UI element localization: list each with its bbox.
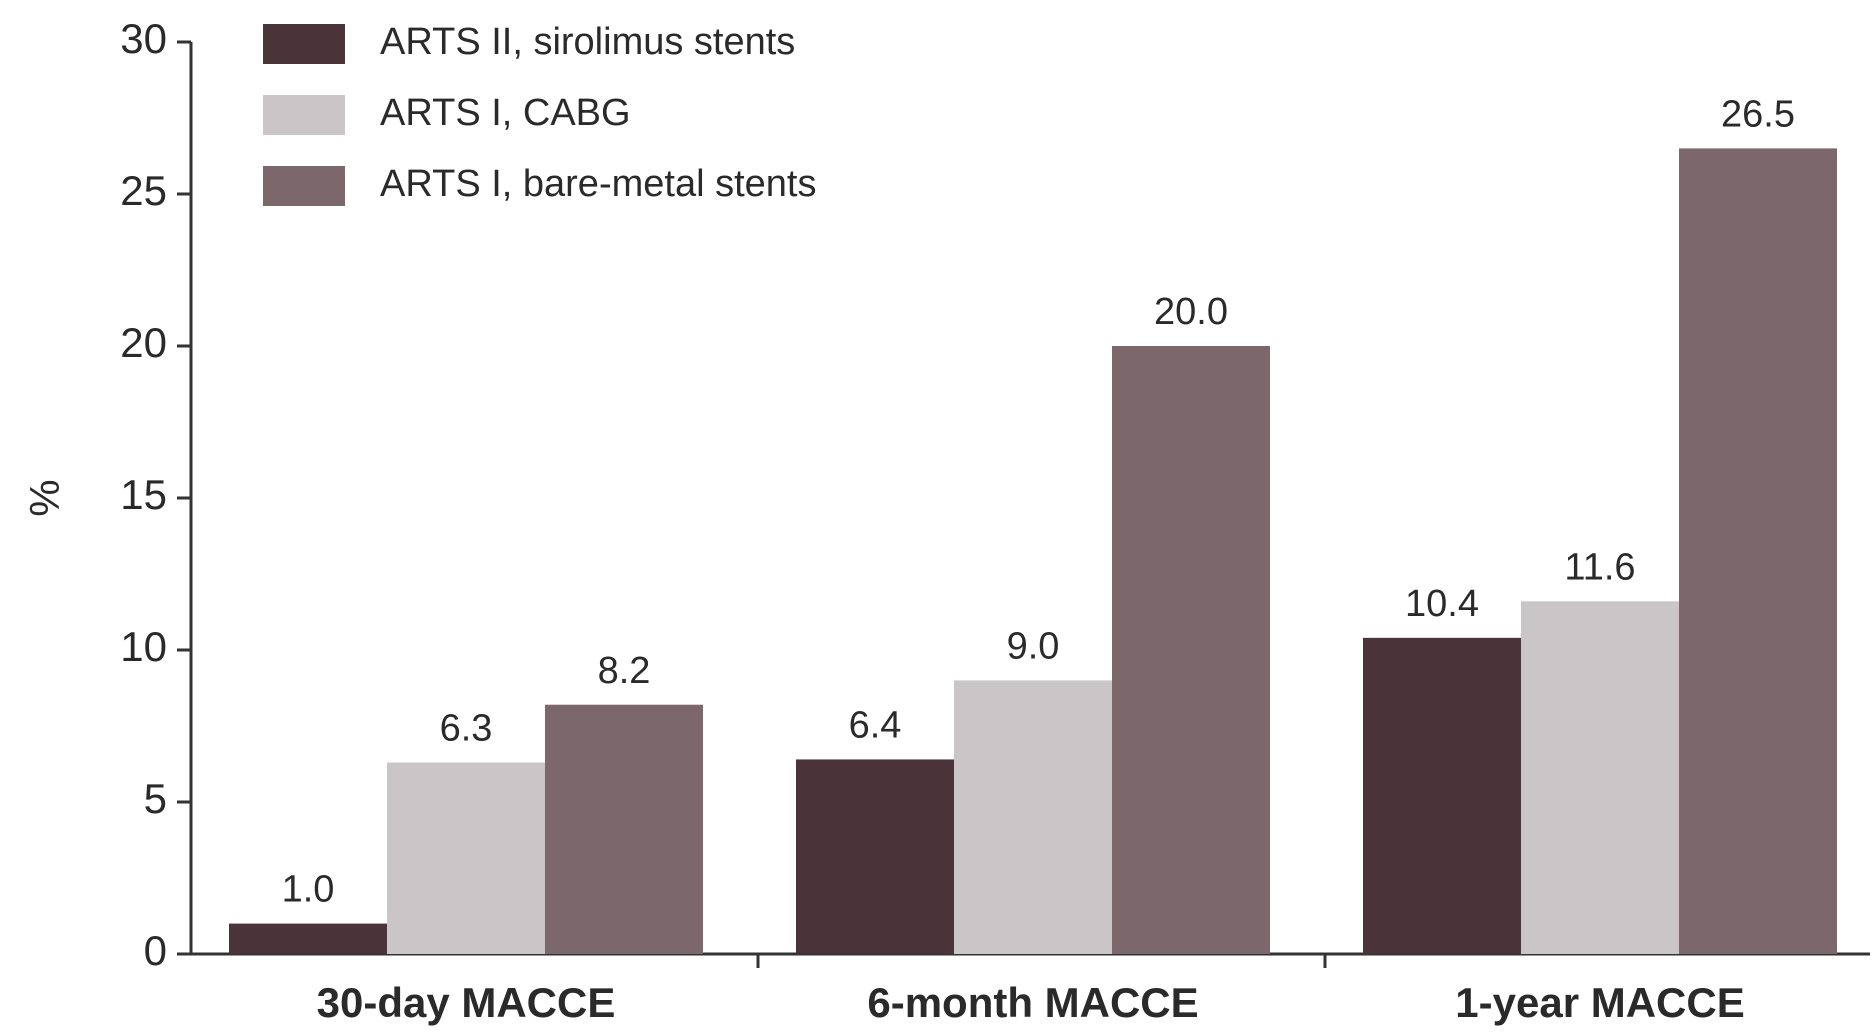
bar [1112, 346, 1270, 954]
bar [1363, 637, 1521, 954]
y-tick-label: 20 [120, 319, 167, 366]
legend-swatch [263, 166, 345, 206]
value-label: 10.4 [1405, 583, 1479, 625]
value-label: 20.0 [1154, 291, 1228, 333]
legend-label: ARTS I, bare-metal stents [380, 163, 816, 205]
value-label: 6.4 [849, 704, 902, 746]
value-label: 6.3 [440, 708, 493, 750]
legend-label: ARTS II, sirolimus stents [380, 21, 795, 63]
y-axis-label: % [21, 479, 68, 516]
value-label: 1.0 [282, 869, 335, 911]
y-tick-label: 15 [120, 471, 167, 518]
bar [1521, 601, 1679, 954]
value-label: 8.2 [598, 650, 651, 692]
x-tick-label: 6-month MACCE [867, 979, 1198, 1026]
x-tick-label: 1-year MACCE [1455, 979, 1744, 1026]
y-tick-label: 0 [144, 927, 167, 974]
y-tick-label: 25 [120, 167, 167, 214]
value-label: 9.0 [1007, 625, 1060, 667]
bar [954, 680, 1112, 954]
bar [545, 704, 703, 954]
bar [387, 762, 545, 954]
bar [229, 923, 387, 954]
y-tick-label: 30 [120, 15, 167, 62]
bar [1679, 148, 1837, 954]
bar [796, 759, 954, 954]
legend-label: ARTS I, CABG [380, 92, 631, 134]
legend-swatch [263, 95, 345, 135]
value-label: 26.5 [1721, 93, 1795, 135]
value-label: 11.6 [1564, 546, 1635, 588]
legend-swatch [263, 24, 345, 64]
y-tick-label: 5 [144, 775, 167, 822]
y-tick-label: 10 [120, 623, 167, 670]
x-tick-label: 30-day MACCE [317, 979, 616, 1026]
